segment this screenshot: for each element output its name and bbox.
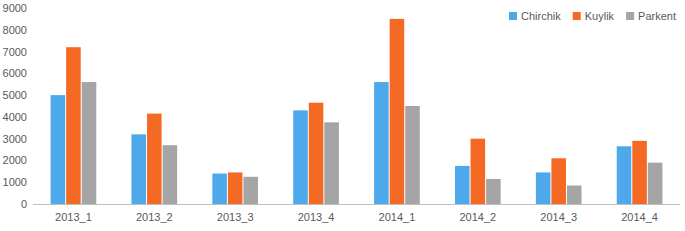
legend: Chirchik Kuylik Parkent [509,10,676,22]
legend-swatch [573,12,581,20]
x-tick-label: 2014_3 [540,211,577,223]
bar [243,177,258,204]
y-tick-label: 9000 [3,2,27,14]
bar [324,122,339,204]
legend-label: Parkent [638,10,676,22]
y-tick-label: 8000 [3,24,27,36]
y-tick-label: 6000 [3,67,27,79]
bar [51,95,66,204]
legend-swatch [509,12,517,20]
legend-swatch [626,12,634,20]
bar [147,114,162,204]
x-tick-label: 2013_2 [136,211,173,223]
legend-label: Chirchik [521,10,561,22]
bar [131,134,146,204]
bar [293,110,308,204]
bar [567,185,582,204]
bar [309,103,324,204]
y-tick-label: 4000 [3,111,27,123]
bar [66,47,81,204]
bar [374,82,389,204]
x-tick-label: 2013_1 [55,211,92,223]
y-tick-label: 0 [21,198,27,210]
y-tick-label: 3000 [3,133,27,145]
y-tick-label: 1000 [3,176,27,188]
bar [551,158,566,204]
bar [212,174,227,204]
bar [617,146,632,204]
bar [390,19,405,204]
x-tick-label: 2013_3 [217,211,254,223]
bar [405,106,420,204]
bar [536,172,551,204]
y-tick-label: 2000 [3,154,27,166]
bar [455,166,470,204]
chart: 0 1000 2000 3000 4000 5000 6000 7000 8000 9000 201… [0,0,685,231]
x-tick-label: 2014_2 [459,211,496,223]
legend-label: Kuylik [585,10,615,22]
x-tick-label: 2014_1 [379,211,416,223]
bar [163,145,178,204]
y-tick-label: 5000 [3,89,27,101]
y-tick-label: 7000 [3,46,27,58]
bar [648,163,663,204]
x-tick-label: 2014_4 [621,211,658,223]
bars [51,19,663,204]
x-tick-label: 2013_4 [298,211,335,223]
bar [471,139,486,204]
bar [228,172,243,204]
bar [486,179,501,204]
bar [632,141,647,204]
x-axis [33,204,680,205]
bar [82,82,97,204]
